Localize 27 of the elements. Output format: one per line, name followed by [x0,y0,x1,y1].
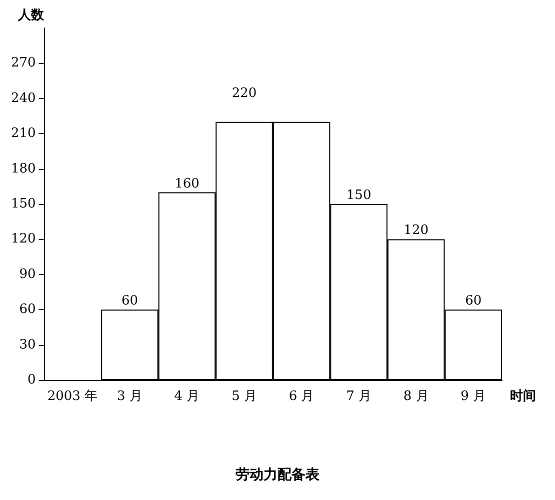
x-tick-label: 8 月 [403,389,429,404]
x-tick-label: 2003 年 [47,389,98,404]
y-tick-label: 270 [10,56,36,71]
y-tick-label: 180 [10,161,36,176]
data-label: 220 [232,86,257,101]
y-tick-label: 210 [10,126,36,142]
y-axis-title: 人数 [16,8,45,23]
y-tick-label: 30 [19,337,36,352]
y-tick-label: 150 [10,196,36,212]
x-tick-label: 6 月 [288,389,314,404]
y-tick-label: 240 [10,90,36,106]
y-tick-label: 0 [28,372,36,388]
data-label: 120 [404,223,429,238]
data-label: 60 [121,294,138,309]
x-axis-title: 时间 [510,389,536,404]
data-label: 60 [465,294,482,309]
x-tick-label: 3 月 [117,389,142,404]
text: 劳动力配备表 [236,467,320,483]
x-tick-label: 4 月 [174,389,200,404]
x-tick-label: 7 月 [346,389,372,404]
x-tick-label: 5 月 [232,389,257,404]
data-label: 160 [174,176,200,192]
data-label: 150 [346,188,372,203]
y-tick-label: 120 [10,232,36,247]
y-tick-label: 90 [19,266,36,282]
y-tick-label: 60 [19,302,36,318]
x-tick-label: 9 月 [460,389,486,404]
